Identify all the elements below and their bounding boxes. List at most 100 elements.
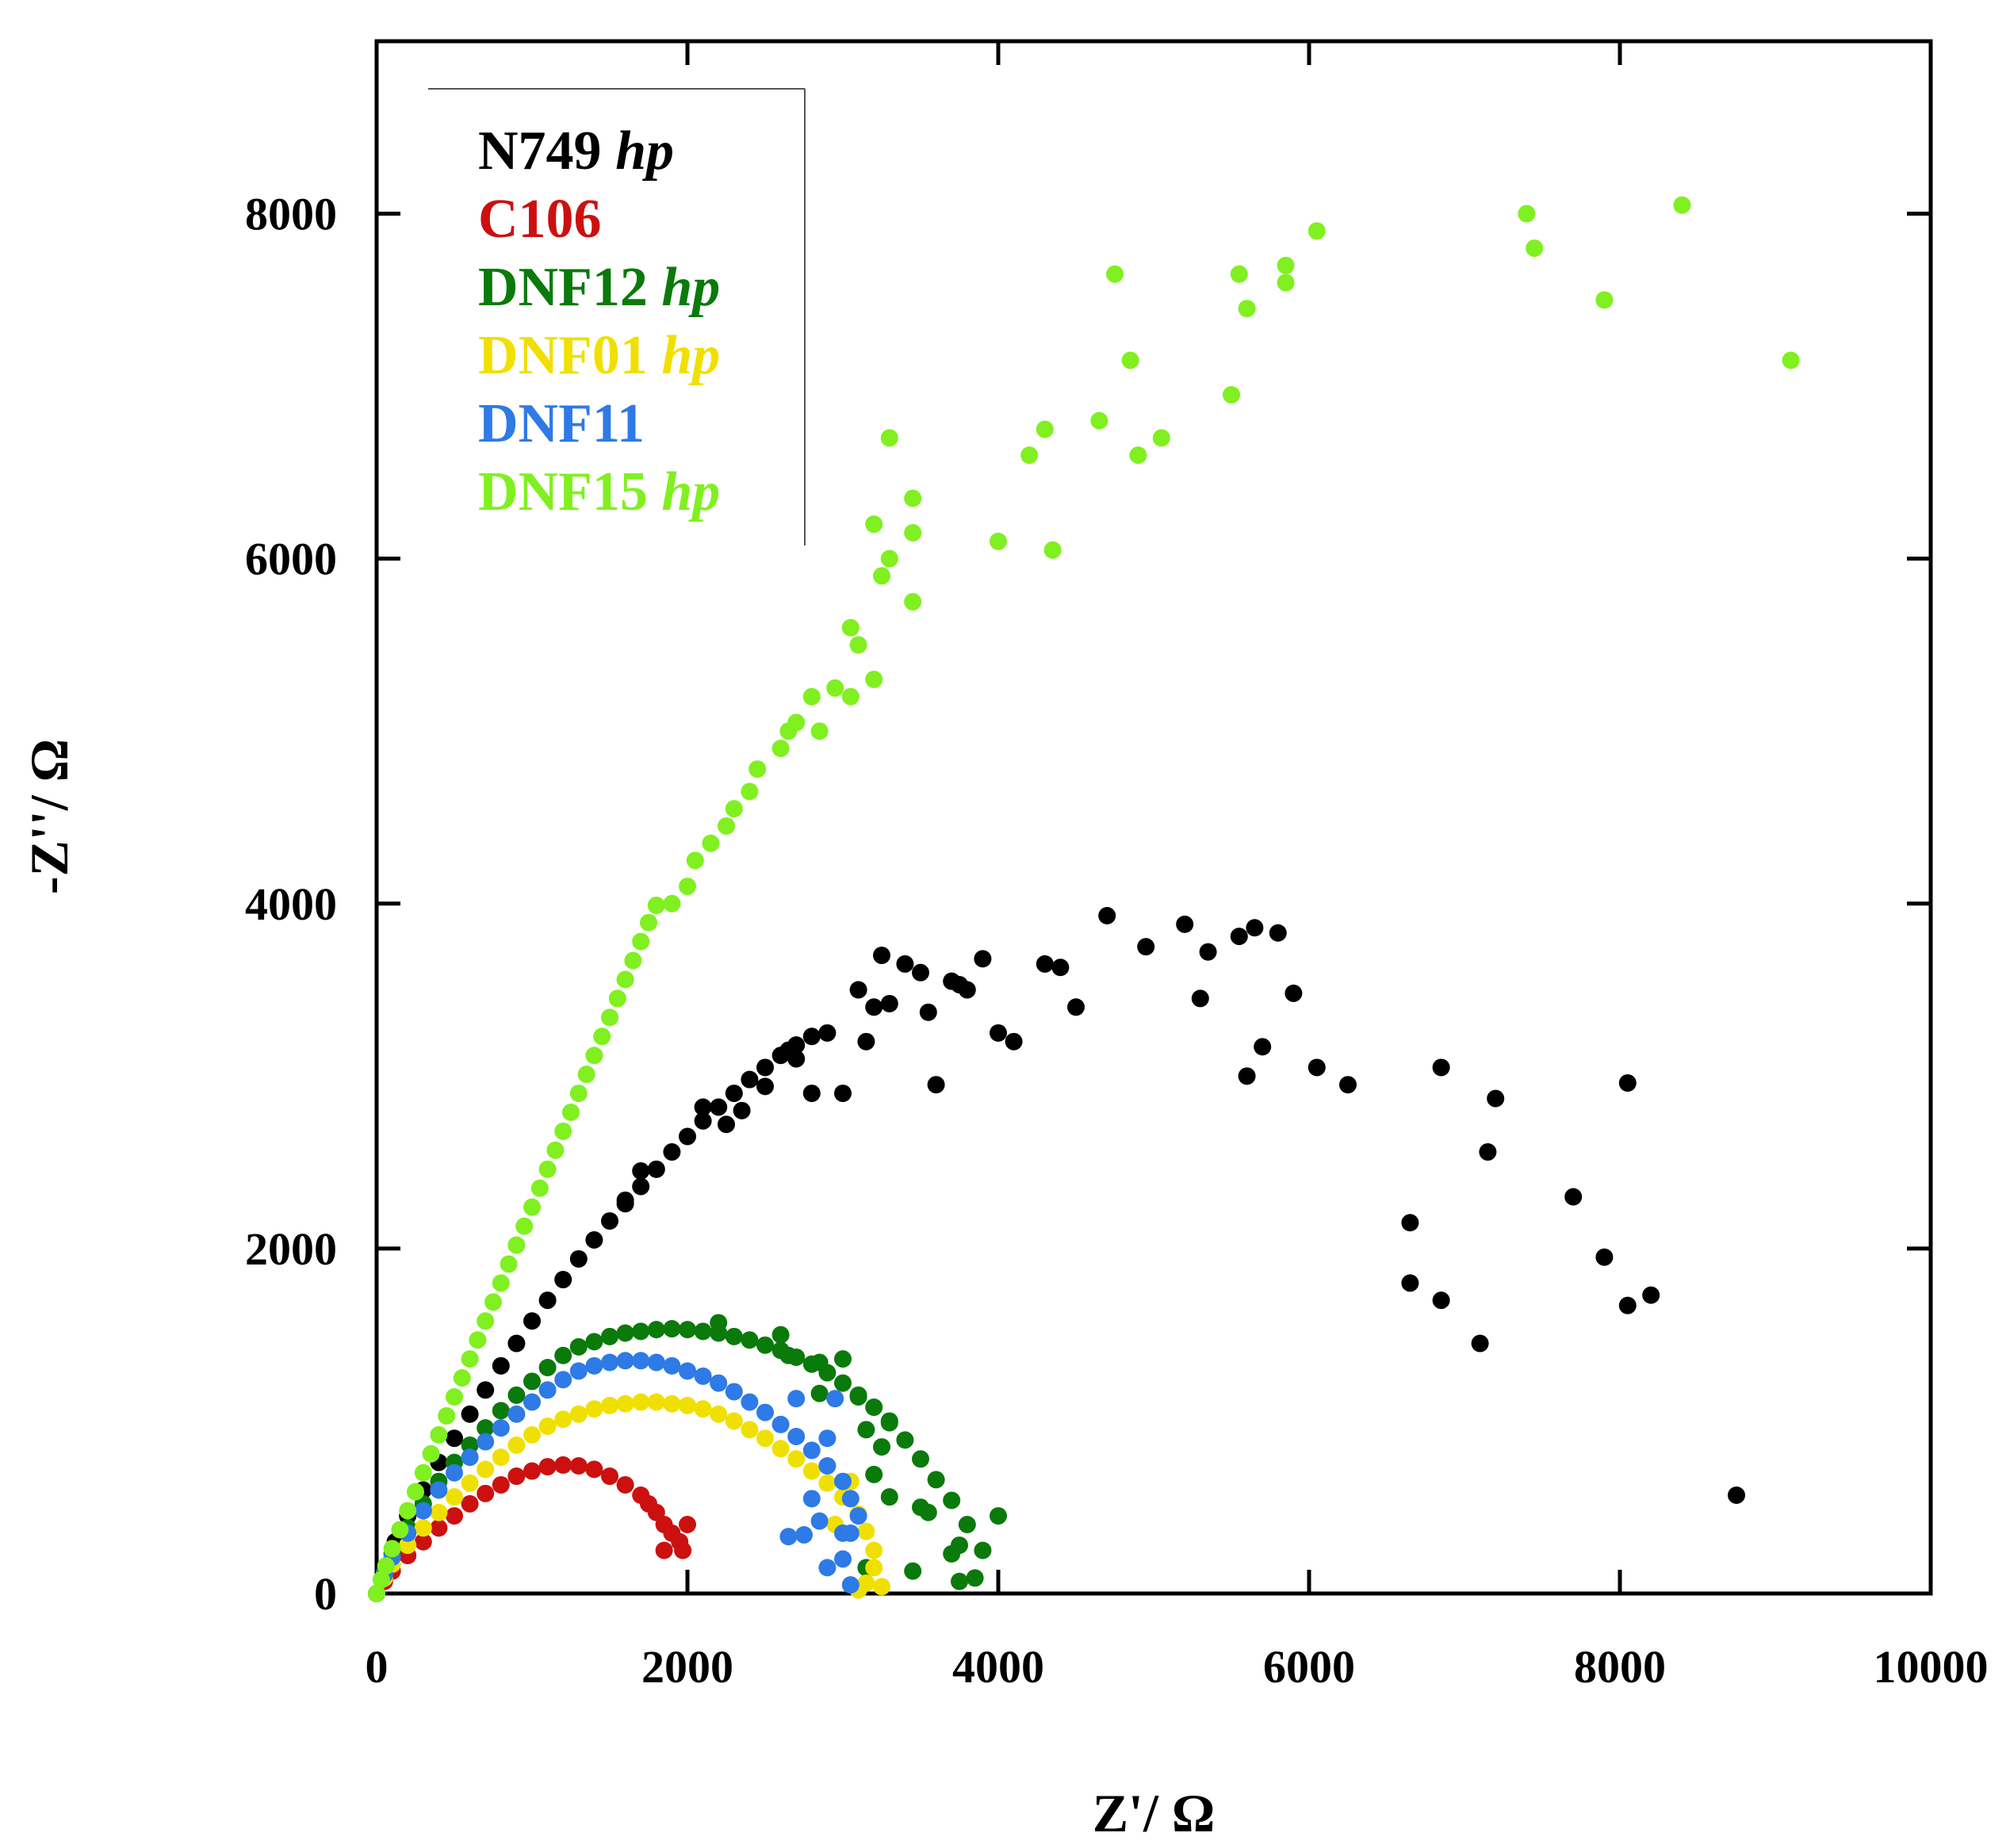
data-point: [834, 1350, 852, 1368]
data-point: [880, 994, 898, 1012]
data-point: [546, 1141, 565, 1159]
data-point: [1432, 1058, 1450, 1077]
data-point: [616, 1352, 634, 1370]
series-dnf15: [368, 196, 1800, 1602]
data-point: [710, 1374, 728, 1392]
data-point: [904, 524, 922, 542]
data-point: [1137, 938, 1155, 956]
data-point: [818, 1429, 837, 1448]
data-point: [430, 1503, 448, 1521]
data-point: [438, 1406, 456, 1425]
data-point: [865, 1465, 883, 1483]
data-point: [608, 989, 626, 1008]
data-point: [771, 1440, 790, 1458]
data-point: [841, 1490, 860, 1508]
data-point: [1121, 351, 1139, 369]
data-point: [562, 1104, 580, 1122]
data-point: [826, 1390, 844, 1408]
data-point: [865, 1541, 883, 1559]
data-point: [710, 1314, 728, 1332]
data-point: [484, 1293, 502, 1311]
data-point: [461, 1436, 479, 1454]
legend-entry-dnf15: DNF15 hp: [478, 461, 720, 522]
data-point: [694, 1098, 712, 1116]
data-point: [990, 1023, 1007, 1042]
data-point: [834, 1550, 852, 1568]
data-point: [725, 1383, 743, 1401]
data-point: [896, 955, 914, 973]
data-point: [741, 1393, 759, 1411]
data-point: [1238, 1067, 1256, 1085]
data-point: [538, 1381, 557, 1399]
data-point: [912, 1450, 929, 1468]
data-point: [585, 1460, 603, 1479]
data-point: [554, 1371, 572, 1389]
data-point: [787, 714, 806, 732]
data-point: [414, 1502, 432, 1520]
data-point: [865, 670, 883, 688]
data-point: [507, 1236, 526, 1254]
data-point: [880, 1412, 898, 1430]
data-point: [943, 1491, 961, 1509]
data-point: [756, 1336, 774, 1354]
data-point: [756, 1429, 774, 1448]
data-point: [446, 1463, 463, 1482]
data-point: [1595, 1248, 1614, 1266]
data-point: [679, 1515, 696, 1533]
data-point: [515, 1217, 534, 1235]
data-point: [492, 1475, 510, 1494]
data-point: [554, 1122, 572, 1140]
data-point: [694, 1400, 712, 1418]
data-point: [601, 1353, 618, 1372]
data-point: [414, 1532, 432, 1551]
data-point: [632, 1352, 650, 1370]
data-point: [1518, 205, 1536, 223]
data-point: [663, 894, 681, 913]
data-point: [601, 1467, 618, 1486]
data-point: [1277, 274, 1295, 292]
data-point: [718, 817, 735, 835]
data-point: [655, 1541, 673, 1559]
series-c106: [368, 1456, 696, 1602]
data-point: [414, 1519, 432, 1537]
data-point: [1152, 429, 1170, 447]
data-point: [1728, 1486, 1745, 1504]
data-point: [880, 549, 898, 568]
data-point: [873, 567, 890, 585]
data-point: [771, 739, 790, 757]
data-point: [679, 1127, 696, 1146]
data-point: [530, 1179, 549, 1197]
legend-entry-c106: C106: [478, 189, 602, 250]
data-point: [1230, 265, 1248, 283]
data-point: [616, 1475, 634, 1494]
data-point: [679, 1321, 696, 1339]
data-point: [834, 1472, 852, 1490]
data-point: [810, 1384, 829, 1402]
data-point: [446, 1429, 463, 1448]
data-point: [841, 618, 860, 637]
data-point: [802, 1027, 821, 1046]
data-point: [802, 1441, 821, 1460]
data-point: [818, 1474, 837, 1492]
data-point: [818, 1023, 837, 1042]
data-point: [849, 636, 867, 654]
x-tick-label: 0: [366, 1641, 389, 1693]
data-point: [507, 1334, 526, 1353]
data-point: [865, 1398, 883, 1417]
data-point: [500, 1255, 518, 1273]
data-point: [1307, 222, 1326, 240]
data-point: [469, 1331, 487, 1349]
data-point: [663, 1395, 681, 1413]
data-point: [461, 1474, 479, 1492]
data-point: [880, 1488, 898, 1506]
data-point: [577, 1066, 595, 1084]
data-point: [1067, 998, 1085, 1016]
data-point: [1618, 1074, 1637, 1092]
data-point: [477, 1419, 495, 1437]
data-point: [787, 1428, 806, 1446]
data-point: [771, 1326, 790, 1344]
data-point: [422, 1444, 440, 1463]
y-tick-label: 0: [314, 1568, 337, 1620]
data-point: [694, 1111, 712, 1130]
data-point: [616, 1191, 634, 1209]
